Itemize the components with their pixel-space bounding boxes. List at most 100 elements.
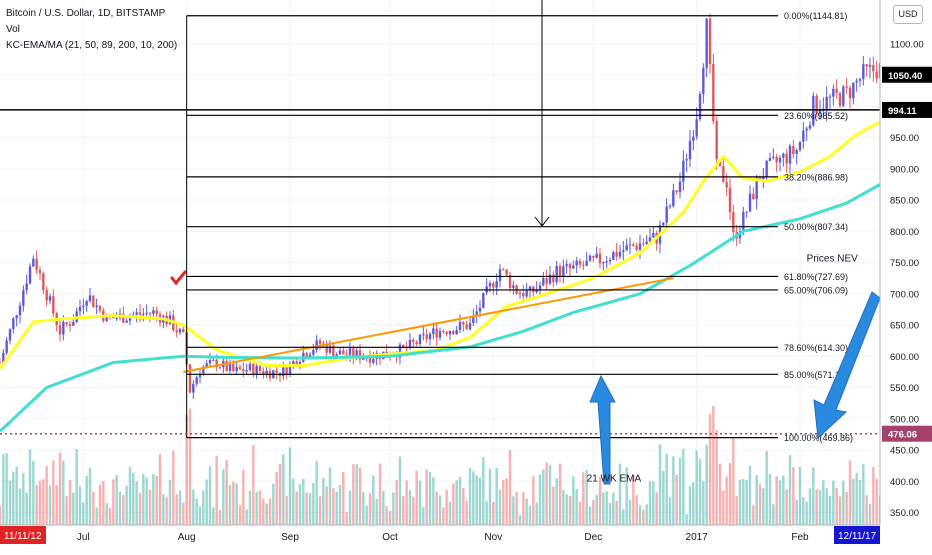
volume-bar xyxy=(195,498,198,525)
candle-body xyxy=(435,328,438,338)
volume-bar xyxy=(38,480,42,525)
volume-bar xyxy=(558,463,562,525)
volume-bar xyxy=(392,492,395,525)
volume-bar xyxy=(865,495,868,525)
volume-bar xyxy=(415,470,418,525)
volume-bar xyxy=(495,468,498,525)
candle-body xyxy=(372,359,375,363)
candle-body xyxy=(212,359,215,361)
volume-bar xyxy=(718,463,722,525)
candle-body xyxy=(125,320,128,323)
candle-body xyxy=(348,348,352,356)
volume-bar xyxy=(18,488,22,525)
volume-bar xyxy=(45,466,48,525)
candle-body xyxy=(105,314,108,321)
volume-bar xyxy=(538,474,542,525)
candle-body xyxy=(202,367,205,374)
volume-bar xyxy=(688,485,692,525)
volume-bar xyxy=(335,491,338,525)
volume-bar xyxy=(65,496,68,525)
candle-body xyxy=(635,245,638,250)
volume-bar xyxy=(188,408,192,525)
volume-bar xyxy=(505,478,508,525)
volume-bar xyxy=(185,415,188,525)
candle-body xyxy=(195,377,198,384)
candle-body xyxy=(12,318,15,330)
candles xyxy=(0,13,882,399)
volume-bar xyxy=(815,489,818,525)
volume-bar xyxy=(735,495,738,525)
candle-body xyxy=(215,359,218,368)
volume-bar xyxy=(305,492,308,525)
candle-body xyxy=(498,269,502,282)
candle-body xyxy=(832,88,835,97)
volume-bar xyxy=(548,465,552,525)
volume-bar xyxy=(395,480,398,525)
volume-bar xyxy=(0,505,2,525)
volume-bar xyxy=(772,504,775,525)
fib-level-label: 65.00%(706.09) xyxy=(784,285,848,295)
volume-bar xyxy=(15,466,18,525)
volume-bar xyxy=(172,450,175,525)
volume-bar xyxy=(532,476,535,525)
volume-bar xyxy=(562,489,565,525)
candle-body xyxy=(865,64,868,67)
volume-bar xyxy=(248,490,252,525)
price-tick-label: 650.00 xyxy=(890,321,919,332)
candle-body xyxy=(148,312,152,314)
volume-bar xyxy=(82,502,85,525)
volume-bar xyxy=(162,494,165,525)
candle-body xyxy=(422,334,425,336)
price-tick-label: 800.00 xyxy=(890,227,919,238)
volume-bar xyxy=(158,454,162,525)
volume-bar xyxy=(32,460,35,525)
volume-bar xyxy=(55,484,58,525)
currency-button[interactable]: USD xyxy=(893,5,923,24)
volume-bar xyxy=(665,453,668,525)
volume-bar xyxy=(788,455,792,525)
volume-bar xyxy=(628,499,632,525)
candle-body xyxy=(145,312,148,314)
volume-bar xyxy=(448,501,452,525)
volume-bar xyxy=(582,472,585,525)
candle-body xyxy=(685,159,688,161)
candle-body xyxy=(255,366,258,376)
volume-bar xyxy=(732,437,735,525)
volume-bar xyxy=(462,487,465,525)
volume-bar xyxy=(8,480,12,525)
candle-body xyxy=(152,310,155,314)
candle-body xyxy=(695,119,698,137)
candle-body xyxy=(308,354,312,357)
volume-bar xyxy=(142,473,145,525)
candle-body xyxy=(588,255,592,261)
candle-body xyxy=(792,145,795,155)
volume-bar xyxy=(282,454,285,525)
candle-body xyxy=(768,158,772,161)
candle-body xyxy=(448,331,452,335)
candle-body xyxy=(798,141,802,150)
candle-body xyxy=(488,283,492,287)
candle-body xyxy=(858,79,862,81)
candle-body xyxy=(708,18,712,64)
candle-body xyxy=(745,211,748,213)
volume-bar xyxy=(132,472,135,525)
candle-body xyxy=(525,290,528,297)
candle-body xyxy=(665,206,668,223)
candle-body xyxy=(232,364,235,372)
volume-bar xyxy=(795,499,798,525)
candle-body xyxy=(305,352,308,357)
volume-bar xyxy=(498,489,502,525)
candle-body xyxy=(475,311,478,316)
candle-body xyxy=(142,313,145,315)
candle-body xyxy=(682,160,685,182)
volume-bar xyxy=(645,504,648,525)
price-tick-label: 1100.00 xyxy=(890,39,924,50)
volume-bar xyxy=(488,468,492,525)
candle-body xyxy=(808,125,812,129)
candle-body xyxy=(602,261,605,264)
volume-bar xyxy=(322,477,325,525)
volume-bar xyxy=(128,467,132,525)
volume-bar xyxy=(635,494,638,525)
